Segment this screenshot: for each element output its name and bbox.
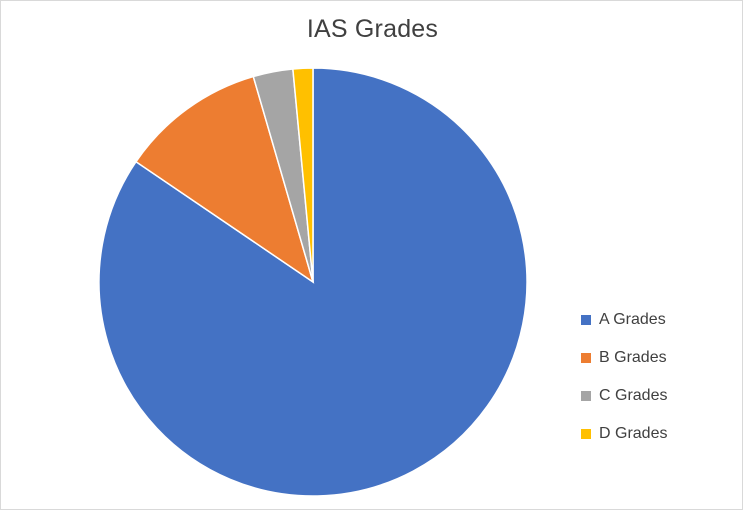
legend-label-c: C Grades bbox=[599, 387, 668, 404]
pie-slices bbox=[98, 67, 528, 497]
pie-slice-d bbox=[292, 67, 314, 283]
legend-swatch-b bbox=[581, 353, 591, 363]
legend-swatch-a bbox=[581, 315, 591, 325]
legend-swatch-c bbox=[581, 391, 591, 401]
legend-item-a: A Grades bbox=[581, 301, 731, 339]
legend-swatch-d bbox=[581, 429, 591, 439]
legend: A Grades B Grades C Grades D Grades bbox=[581, 301, 731, 453]
legend-item-d: D Grades bbox=[581, 415, 731, 453]
legend-item-b: B Grades bbox=[581, 339, 731, 377]
chart-title: IAS Grades bbox=[306, 15, 439, 43]
legend-label-b: B Grades bbox=[599, 349, 667, 366]
legend-label-a: A Grades bbox=[599, 311, 666, 328]
legend-label-d: D Grades bbox=[599, 425, 668, 442]
legend-item-c: C Grades bbox=[581, 377, 731, 415]
pie-slice-b bbox=[134, 75, 315, 284]
